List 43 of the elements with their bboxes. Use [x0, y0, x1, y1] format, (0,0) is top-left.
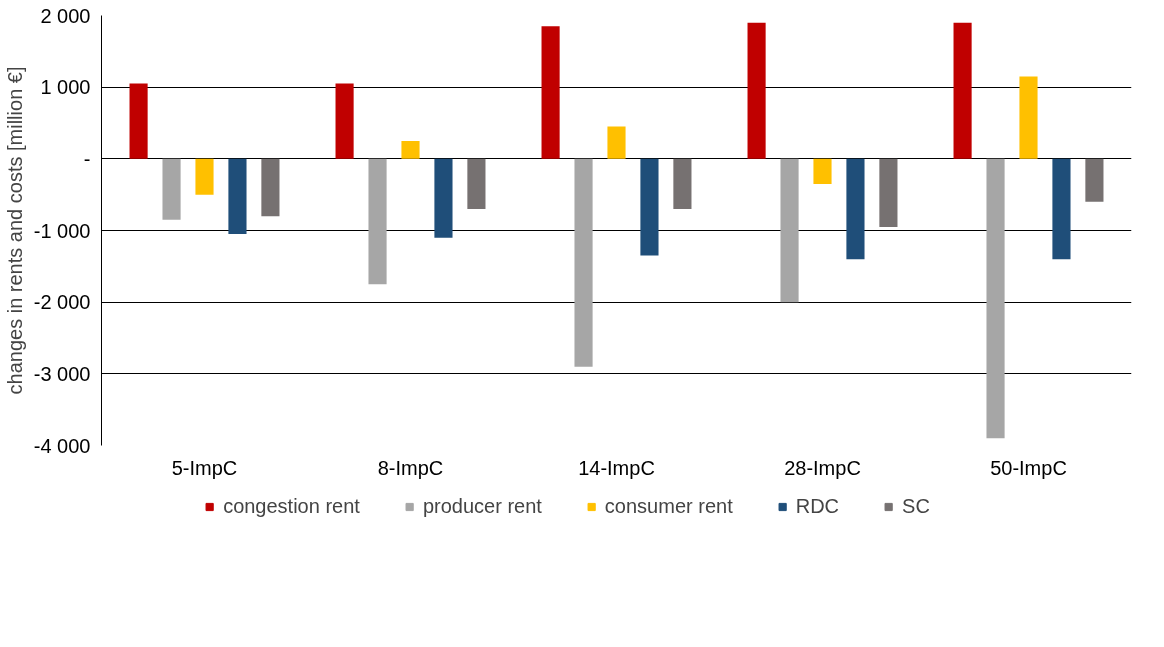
- bar: [335, 83, 354, 159]
- bar: [640, 158, 659, 256]
- x-tick-label: 8-ImpC: [377, 456, 444, 479]
- bar: [953, 22, 972, 159]
- bar: [780, 158, 799, 303]
- bar: [467, 158, 486, 209]
- y-tick-label: -2 000: [33, 291, 91, 314]
- bar: [607, 126, 626, 159]
- y-tick-label: -: [83, 147, 91, 170]
- bar: [434, 158, 453, 238]
- x-tick-label: 5-ImpC: [171, 456, 238, 479]
- y-tick-label: -1 000: [33, 219, 91, 242]
- legend-label: congestion rent: [223, 494, 360, 518]
- x-tick-label: 14-ImpC: [578, 456, 655, 479]
- bar: [747, 22, 766, 159]
- bar: [1085, 158, 1104, 202]
- bar: [986, 158, 1005, 439]
- bar: [879, 158, 898, 227]
- bar: [261, 158, 280, 217]
- legend-label: producer rent: [422, 494, 542, 518]
- y-tick-label: -4 000: [33, 434, 91, 457]
- legend-label: consumer rent: [604, 494, 733, 518]
- y-tick-label: 1 000: [40, 76, 91, 99]
- bar: [129, 83, 148, 159]
- legend-label: SC: [902, 494, 930, 518]
- bar: [813, 158, 832, 184]
- bar: [401, 140, 420, 159]
- x-tick-label: 28-ImpC: [784, 456, 861, 479]
- bar: [1019, 76, 1038, 159]
- bar: [673, 158, 692, 209]
- y-tick-label: -3 000: [33, 362, 91, 385]
- bar: [368, 158, 387, 285]
- bar: [1052, 158, 1071, 260]
- bar: [541, 26, 560, 159]
- legend-label: RDC: [795, 494, 840, 518]
- y-tick-label: 2 000: [40, 4, 91, 27]
- y-axis-title: changes in rents and costs [million €]: [3, 66, 26, 395]
- bar: [195, 158, 214, 195]
- bar: [846, 158, 865, 260]
- bar: [228, 158, 247, 235]
- bar: [574, 158, 593, 367]
- bar: [162, 158, 181, 220]
- x-tick-label: 50-ImpC: [990, 456, 1067, 479]
